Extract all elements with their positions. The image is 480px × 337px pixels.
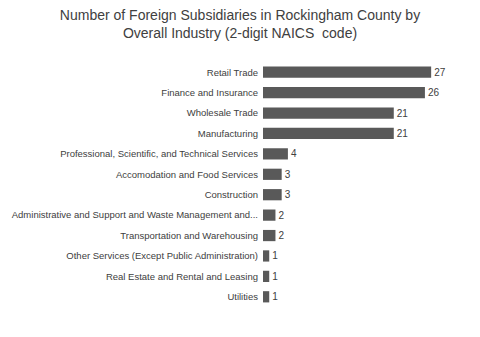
svg-text:Number of Foreign Subsidiaries: Number of Foreign Subsidiaries in Rockin… [60,7,420,41]
svg-text:1: 1 [272,291,278,302]
svg-text:Professional, Scientific, and: Professional, Scientific, and Technical … [60,148,258,159]
svg-text:Administrative and Support and: Administrative and Support and Waste Man… [12,209,258,220]
svg-text:Finance and Insurance: Finance and Insurance [161,87,258,98]
svg-text:21: 21 [397,108,409,119]
svg-text:3: 3 [285,189,291,200]
svg-text:2: 2 [278,210,284,221]
svg-text:Utilities: Utilities [227,291,258,302]
svg-text:2: 2 [278,230,284,241]
svg-text:Accomodation and Food Services: Accomodation and Food Services [116,169,258,180]
svg-text:26: 26 [428,87,440,98]
svg-text:Retail Trade: Retail Trade [207,67,258,78]
svg-text:Wholesale Trade: Wholesale Trade [187,107,258,118]
svg-text:4: 4 [291,148,297,159]
svg-text:Manufacturing: Manufacturing [198,128,258,139]
svg-text:Other Services (Except Public: Other Services (Except Public Administra… [66,250,258,261]
svg-text:Transportation and Warehousing: Transportation and Warehousing [120,230,258,241]
svg-text:21: 21 [397,128,409,139]
svg-text:Construction: Construction [205,189,258,200]
svg-text:Real Estate and Rental and Lea: Real Estate and Rental and Leasing [106,271,258,282]
svg-text:3: 3 [285,169,291,180]
svg-text:1: 1 [272,250,278,261]
svg-text:27: 27 [434,67,446,78]
svg-text:1: 1 [272,271,278,282]
